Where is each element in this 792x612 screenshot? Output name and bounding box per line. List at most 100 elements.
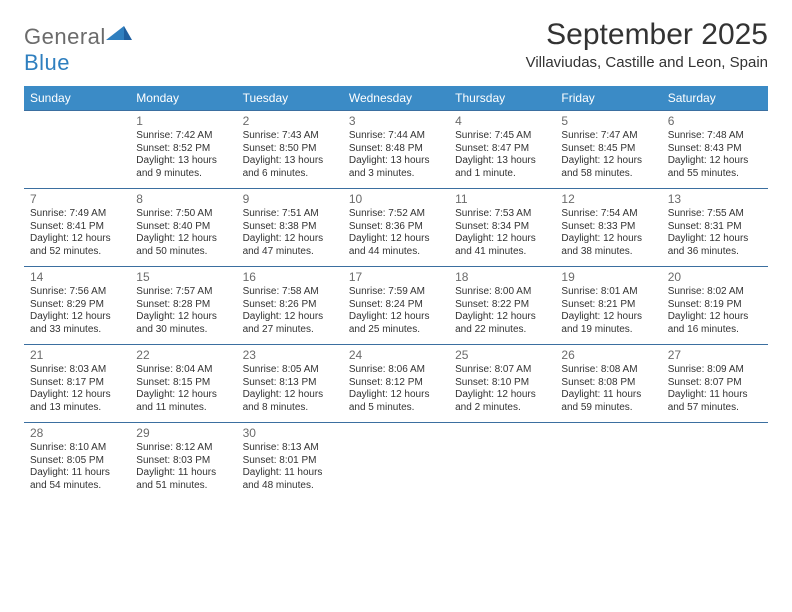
day-cell: 9Sunrise: 7:51 AMSunset: 8:38 PMDaylight… bbox=[237, 189, 343, 267]
day-number: 15 bbox=[136, 270, 230, 285]
daylight-line: and 59 minutes. bbox=[561, 402, 655, 415]
daylight-line: and 25 minutes. bbox=[349, 324, 443, 337]
day-number: 17 bbox=[349, 270, 443, 285]
sunset-line: Sunset: 8:50 PM bbox=[243, 143, 337, 156]
daylight-line: Daylight: 12 hours bbox=[243, 311, 337, 324]
daylight-line: Daylight: 13 hours bbox=[455, 155, 549, 168]
daylight-line: and 36 minutes. bbox=[668, 246, 762, 259]
week-row: 1Sunrise: 7:42 AMSunset: 8:52 PMDaylight… bbox=[24, 111, 768, 189]
sunset-line: Sunset: 8:34 PM bbox=[455, 221, 549, 234]
day-cell: 3Sunrise: 7:44 AMSunset: 8:48 PMDaylight… bbox=[343, 111, 449, 189]
daylight-line: and 33 minutes. bbox=[30, 324, 124, 337]
day-number: 3 bbox=[349, 114, 443, 129]
day-number: 27 bbox=[668, 348, 762, 363]
day-number: 29 bbox=[136, 426, 230, 441]
sunset-line: Sunset: 8:38 PM bbox=[243, 221, 337, 234]
daylight-line: Daylight: 12 hours bbox=[136, 389, 230, 402]
daylight-line: and 6 minutes. bbox=[243, 168, 337, 181]
daylight-line: Daylight: 11 hours bbox=[136, 467, 230, 480]
sunrise-line: Sunrise: 8:02 AM bbox=[668, 286, 762, 299]
day-cell: 14Sunrise: 7:56 AMSunset: 8:29 PMDayligh… bbox=[24, 267, 130, 345]
daylight-line: Daylight: 12 hours bbox=[455, 389, 549, 402]
day-cell: 8Sunrise: 7:50 AMSunset: 8:40 PMDaylight… bbox=[130, 189, 236, 267]
daylight-line: and 55 minutes. bbox=[668, 168, 762, 181]
calendar-body: 1Sunrise: 7:42 AMSunset: 8:52 PMDaylight… bbox=[24, 111, 768, 501]
weekday-header: Thursday bbox=[449, 86, 555, 111]
daylight-line: and 38 minutes. bbox=[561, 246, 655, 259]
sunrise-line: Sunrise: 8:01 AM bbox=[561, 286, 655, 299]
daylight-line: Daylight: 12 hours bbox=[561, 311, 655, 324]
sunrise-line: Sunrise: 7:51 AM bbox=[243, 208, 337, 221]
daylight-line: Daylight: 12 hours bbox=[561, 233, 655, 246]
sunrise-line: Sunrise: 8:10 AM bbox=[30, 442, 124, 455]
weekday-header: Wednesday bbox=[343, 86, 449, 111]
day-cell: 4Sunrise: 7:45 AMSunset: 8:47 PMDaylight… bbox=[449, 111, 555, 189]
daylight-line: Daylight: 12 hours bbox=[349, 233, 443, 246]
daylight-line: and 57 minutes. bbox=[668, 402, 762, 415]
empty-cell bbox=[662, 423, 768, 501]
day-number: 13 bbox=[668, 192, 762, 207]
sunrise-line: Sunrise: 8:12 AM bbox=[136, 442, 230, 455]
daylight-line: and 13 minutes. bbox=[30, 402, 124, 415]
daylight-line: Daylight: 13 hours bbox=[136, 155, 230, 168]
daylight-line: Daylight: 12 hours bbox=[668, 155, 762, 168]
day-cell: 17Sunrise: 7:59 AMSunset: 8:24 PMDayligh… bbox=[343, 267, 449, 345]
sunrise-line: Sunrise: 7:54 AM bbox=[561, 208, 655, 221]
daylight-line: Daylight: 12 hours bbox=[561, 155, 655, 168]
daylight-line: Daylight: 12 hours bbox=[455, 311, 549, 324]
sunrise-line: Sunrise: 7:45 AM bbox=[455, 130, 549, 143]
sunset-line: Sunset: 8:13 PM bbox=[243, 377, 337, 390]
sunset-line: Sunset: 8:48 PM bbox=[349, 143, 443, 156]
sunset-line: Sunset: 8:28 PM bbox=[136, 299, 230, 312]
day-number: 10 bbox=[349, 192, 443, 207]
logo-text: GeneralBlue bbox=[24, 24, 132, 76]
daylight-line: and 3 minutes. bbox=[349, 168, 443, 181]
daylight-line: and 41 minutes. bbox=[455, 246, 549, 259]
daylight-line: and 1 minute. bbox=[455, 168, 549, 181]
sunset-line: Sunset: 8:52 PM bbox=[136, 143, 230, 156]
day-number: 30 bbox=[243, 426, 337, 441]
sunrise-line: Sunrise: 7:44 AM bbox=[349, 130, 443, 143]
daylight-line: Daylight: 12 hours bbox=[30, 233, 124, 246]
sunrise-line: Sunrise: 8:06 AM bbox=[349, 364, 443, 377]
sunset-line: Sunset: 8:41 PM bbox=[30, 221, 124, 234]
header: GeneralBlue September 2025 Villaviudas, … bbox=[24, 18, 768, 76]
daylight-line: Daylight: 11 hours bbox=[30, 467, 124, 480]
daylight-line: and 11 minutes. bbox=[136, 402, 230, 415]
sunset-line: Sunset: 8:36 PM bbox=[349, 221, 443, 234]
day-number: 20 bbox=[668, 270, 762, 285]
daylight-line: Daylight: 12 hours bbox=[349, 389, 443, 402]
sunrise-line: Sunrise: 8:07 AM bbox=[455, 364, 549, 377]
sunset-line: Sunset: 8:07 PM bbox=[668, 377, 762, 390]
sunset-line: Sunset: 8:29 PM bbox=[30, 299, 124, 312]
daylight-line: and 2 minutes. bbox=[455, 402, 549, 415]
sunrise-line: Sunrise: 7:42 AM bbox=[136, 130, 230, 143]
daylight-line: and 47 minutes. bbox=[243, 246, 337, 259]
sunset-line: Sunset: 8:45 PM bbox=[561, 143, 655, 156]
daylight-line: and 19 minutes. bbox=[561, 324, 655, 337]
day-number: 4 bbox=[455, 114, 549, 129]
sunrise-line: Sunrise: 7:53 AM bbox=[455, 208, 549, 221]
sunset-line: Sunset: 8:43 PM bbox=[668, 143, 762, 156]
sunset-line: Sunset: 8:17 PM bbox=[30, 377, 124, 390]
day-cell: 19Sunrise: 8:01 AMSunset: 8:21 PMDayligh… bbox=[555, 267, 661, 345]
day-number: 26 bbox=[561, 348, 655, 363]
empty-cell bbox=[449, 423, 555, 501]
sunrise-line: Sunrise: 8:00 AM bbox=[455, 286, 549, 299]
month-title: September 2025 bbox=[526, 18, 768, 52]
calendar-page: GeneralBlue September 2025 Villaviudas, … bbox=[0, 0, 792, 519]
day-cell: 25Sunrise: 8:07 AMSunset: 8:10 PMDayligh… bbox=[449, 345, 555, 423]
daylight-line: Daylight: 12 hours bbox=[668, 311, 762, 324]
weekday-header: Sunday bbox=[24, 86, 130, 111]
weekday-header: Monday bbox=[130, 86, 236, 111]
sunrise-line: Sunrise: 7:58 AM bbox=[243, 286, 337, 299]
sunrise-line: Sunrise: 8:03 AM bbox=[30, 364, 124, 377]
daylight-line: Daylight: 12 hours bbox=[668, 233, 762, 246]
day-number: 23 bbox=[243, 348, 337, 363]
day-cell: 28Sunrise: 8:10 AMSunset: 8:05 PMDayligh… bbox=[24, 423, 130, 501]
weekday-header: Saturday bbox=[662, 86, 768, 111]
day-number: 2 bbox=[243, 114, 337, 129]
sunset-line: Sunset: 8:01 PM bbox=[243, 455, 337, 468]
week-row: 28Sunrise: 8:10 AMSunset: 8:05 PMDayligh… bbox=[24, 423, 768, 501]
day-number: 16 bbox=[243, 270, 337, 285]
